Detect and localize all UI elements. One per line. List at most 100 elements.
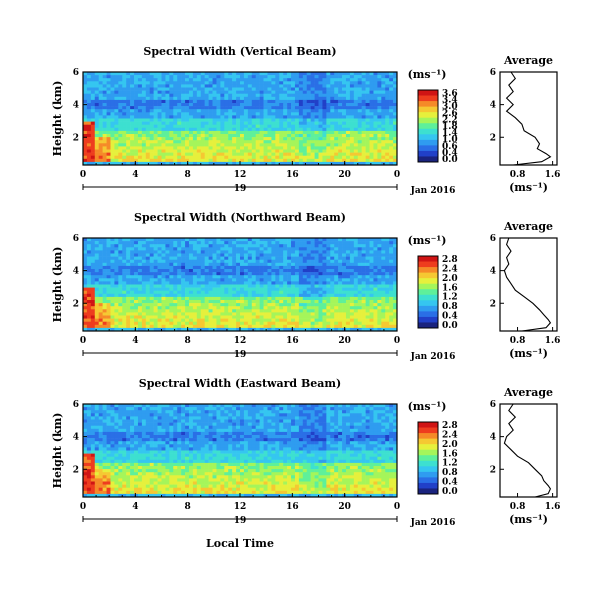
heatmap-cell xyxy=(318,272,323,276)
heatmap-cell xyxy=(90,99,96,104)
heatmap-cell xyxy=(134,290,139,295)
heatmap-cell xyxy=(365,306,370,310)
heatmap-cell xyxy=(204,275,209,279)
heatmap-cell xyxy=(322,284,327,288)
heatmap-cell xyxy=(98,99,103,104)
heatmap-cell xyxy=(385,296,390,301)
heatmap-cell xyxy=(259,306,264,310)
heatmap-cell xyxy=(102,321,107,326)
heatmap-cell xyxy=(86,134,92,138)
heatmap-cell xyxy=(188,109,194,113)
heatmap-cell xyxy=(106,272,111,276)
heatmap-cell xyxy=(342,309,347,313)
heatmap-cell xyxy=(294,324,300,329)
heatmap-cell xyxy=(338,318,343,322)
heatmap-cell xyxy=(263,140,268,144)
heatmap-cell xyxy=(342,290,347,295)
heatmap-cell xyxy=(291,134,296,138)
heatmap-cell xyxy=(126,312,131,316)
heatmap-cell xyxy=(157,93,162,98)
heatmap-cell xyxy=(255,327,260,332)
heatmap-cell xyxy=(86,81,92,85)
heatmap-cell xyxy=(294,143,300,147)
heatmap-cell xyxy=(122,72,127,76)
heatmap-cell xyxy=(326,253,331,257)
heatmap-cell xyxy=(83,312,88,316)
heatmap-cell xyxy=(177,250,182,254)
heatmap-cell xyxy=(267,278,272,282)
heatmap-cell xyxy=(361,272,366,276)
heatmap-cell xyxy=(208,244,213,248)
heatmap-cell xyxy=(342,130,347,135)
heatmap-cell xyxy=(122,296,127,301)
heatmap-cell xyxy=(134,115,139,119)
heatmap-cell xyxy=(220,112,225,116)
heatmap-cell xyxy=(192,96,198,101)
heatmap-cell xyxy=(130,315,135,319)
heatmap-cell xyxy=(393,327,398,332)
heatmap-cell xyxy=(314,72,319,76)
heatmap-cell xyxy=(247,244,253,248)
heatmap-cell xyxy=(169,256,174,260)
heatmap-cell xyxy=(212,99,217,104)
heatmap-cell xyxy=(94,312,99,316)
heatmap-cell xyxy=(263,290,268,295)
heatmap-cell xyxy=(345,312,351,316)
heatmap-cell xyxy=(153,309,158,313)
heatmap-cell xyxy=(98,256,103,260)
heatmap-cell xyxy=(153,250,158,254)
heatmap-cell xyxy=(232,158,237,163)
heatmap-cell xyxy=(145,106,151,110)
heatmap-cell xyxy=(126,93,131,98)
colorbar-swatch xyxy=(418,278,438,285)
heatmap-cell xyxy=(169,315,174,319)
heatmap-cell xyxy=(130,109,135,113)
heatmap-cell xyxy=(243,72,249,76)
heatmap-cell xyxy=(157,137,162,141)
heatmap-cell xyxy=(393,275,398,279)
heatmap-cell xyxy=(86,287,92,291)
heatmap-cell xyxy=(306,72,311,76)
heatmap-cell xyxy=(130,90,135,94)
heatmap-cell xyxy=(361,143,366,147)
heatmap-cell xyxy=(126,272,131,276)
heatmap-cell xyxy=(177,121,182,125)
heatmap-cell xyxy=(161,247,166,251)
heatmap-cell xyxy=(263,281,268,285)
heatmap-cell xyxy=(236,112,241,116)
heatmap-cell xyxy=(181,265,186,270)
heatmap-cell xyxy=(145,290,151,295)
heatmap-cell xyxy=(381,318,386,322)
heatmap-cell xyxy=(353,137,359,141)
heatmap-cell xyxy=(110,262,115,267)
heatmap-cell xyxy=(263,72,268,76)
heatmap-cell xyxy=(185,256,190,260)
heatmap-cell xyxy=(306,75,311,79)
heatmap-cell xyxy=(393,146,398,150)
heatmap-cell xyxy=(385,137,390,141)
heatmap-cell xyxy=(287,118,292,122)
heatmap-cell xyxy=(298,90,304,94)
heatmap-cell xyxy=(338,253,343,257)
heatmap-cell xyxy=(192,78,198,82)
heatmap-cell xyxy=(114,118,119,122)
heatmap-cell xyxy=(369,293,374,298)
heatmap-cell xyxy=(330,269,335,273)
heatmap-cell xyxy=(298,146,304,150)
heatmap-cell xyxy=(106,93,111,98)
heatmap-cell xyxy=(169,244,174,248)
heatmap-cell xyxy=(149,238,154,242)
heatmap-cell xyxy=(369,152,374,156)
heatmap-cell xyxy=(247,134,253,138)
heatmap-cell xyxy=(365,90,370,94)
heatmap-cell xyxy=(353,146,359,150)
heatmap-cell xyxy=(330,256,335,260)
heatmap-cell xyxy=(228,265,233,270)
heatmap-cell xyxy=(306,84,311,88)
heatmap-cell xyxy=(298,287,304,291)
heatmap-cell xyxy=(145,124,151,129)
heatmap-cell xyxy=(212,259,217,264)
heatmap-cell xyxy=(302,259,308,264)
heatmap-cell xyxy=(251,155,256,160)
heatmap-cell xyxy=(90,134,96,138)
